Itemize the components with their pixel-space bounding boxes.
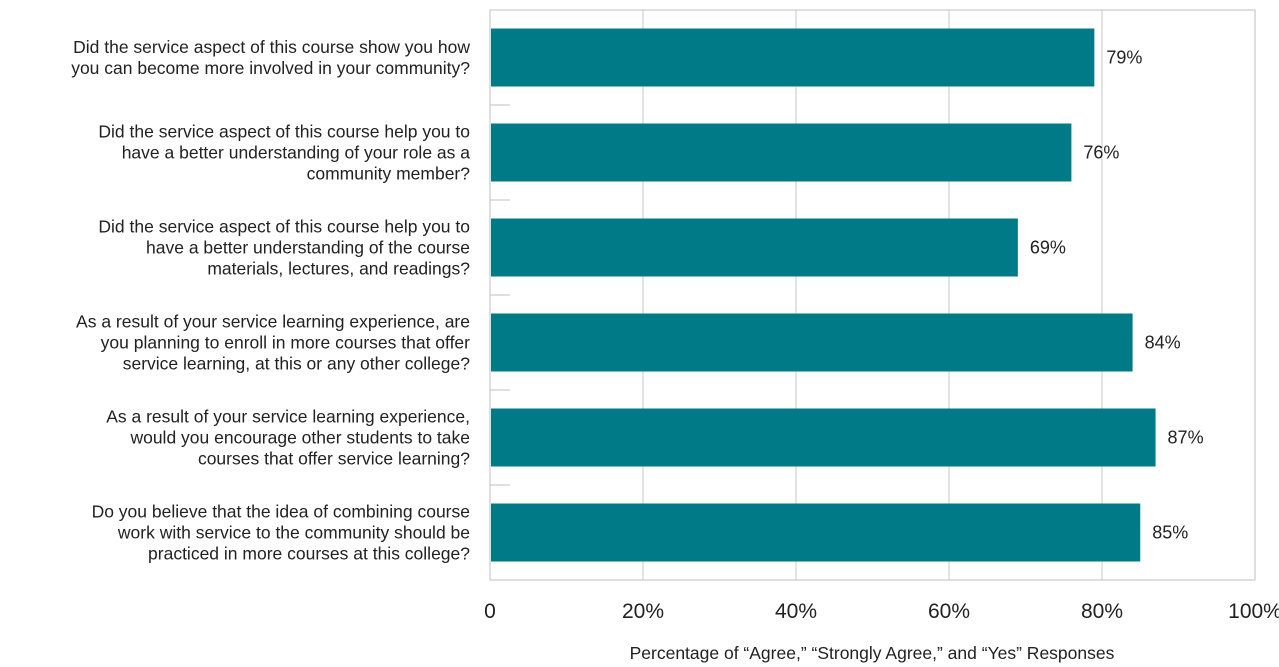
bars (491, 28, 1156, 562)
category-label-line: service learning, at this or any other c… (123, 354, 471, 374)
category-label: As a result of your service learning exp… (76, 312, 470, 374)
x-tick-label: 100% (1228, 600, 1279, 623)
x-tick-label: 60% (928, 600, 970, 623)
category-label-line: Did the service aspect of this course sh… (73, 37, 470, 57)
data-label: 76% (1083, 143, 1119, 163)
category-label: Do you believe that the idea of combinin… (92, 502, 471, 564)
category-label-line: would you encourage other students to ta… (129, 428, 470, 448)
category-label-line: you can become more involved in your com… (71, 58, 470, 78)
category-label-line: work with service to the community shoul… (117, 523, 470, 543)
category-label: Did the service aspect of this course he… (98, 122, 470, 184)
category-label-line: you planning to enroll in more courses t… (101, 333, 471, 353)
category-label: As a result of your service learning exp… (106, 407, 470, 469)
bar (491, 218, 1018, 277)
data-label: 84% (1145, 333, 1181, 353)
x-tick-label: 0 (484, 600, 496, 623)
bar (491, 123, 1072, 182)
labels: 79% Did the service aspect of this course… (71, 37, 1279, 623)
gridlines (489, 9, 1256, 581)
bar (491, 28, 1095, 87)
bar (491, 408, 1156, 467)
category-label-line: community member? (307, 164, 471, 184)
x-tick-label: 80% (1081, 600, 1123, 623)
data-label: 69% (1030, 238, 1066, 258)
category-label-line: Did the service aspect of this course he… (98, 122, 470, 142)
category-label-line: have a better understanding of your role… (122, 143, 471, 163)
data-label: 87% (1168, 428, 1204, 448)
category-label-line: materials, lectures, and readings? (207, 259, 470, 279)
x-tick-label: 20% (622, 600, 664, 623)
category-label-line: have a better understanding of the cours… (146, 238, 470, 258)
category-label-line: courses that offer service learning? (198, 449, 470, 469)
category-label-line: Do you believe that the idea of combinin… (92, 502, 470, 522)
data-label: 85% (1152, 523, 1188, 543)
x-tick-label: 40% (775, 600, 817, 623)
category-label: Did the service aspect of this course he… (98, 217, 470, 279)
category-label-line: practiced in more courses at this colleg… (148, 544, 470, 564)
data-label: 79% (1106, 48, 1142, 68)
category-label: Did the service aspect of this course sh… (71, 37, 470, 78)
category-label-line: As a result of your service learning exp… (76, 312, 470, 332)
x-axis-title: Percentage of “Agree,” “Strongly Agree,”… (630, 643, 1115, 663)
bar (491, 503, 1141, 562)
plot-frame (489, 9, 1256, 581)
category-label-line: Did the service aspect of this course he… (98, 217, 470, 237)
bar (491, 313, 1133, 372)
category-label-line: As a result of your service learning exp… (106, 407, 470, 427)
